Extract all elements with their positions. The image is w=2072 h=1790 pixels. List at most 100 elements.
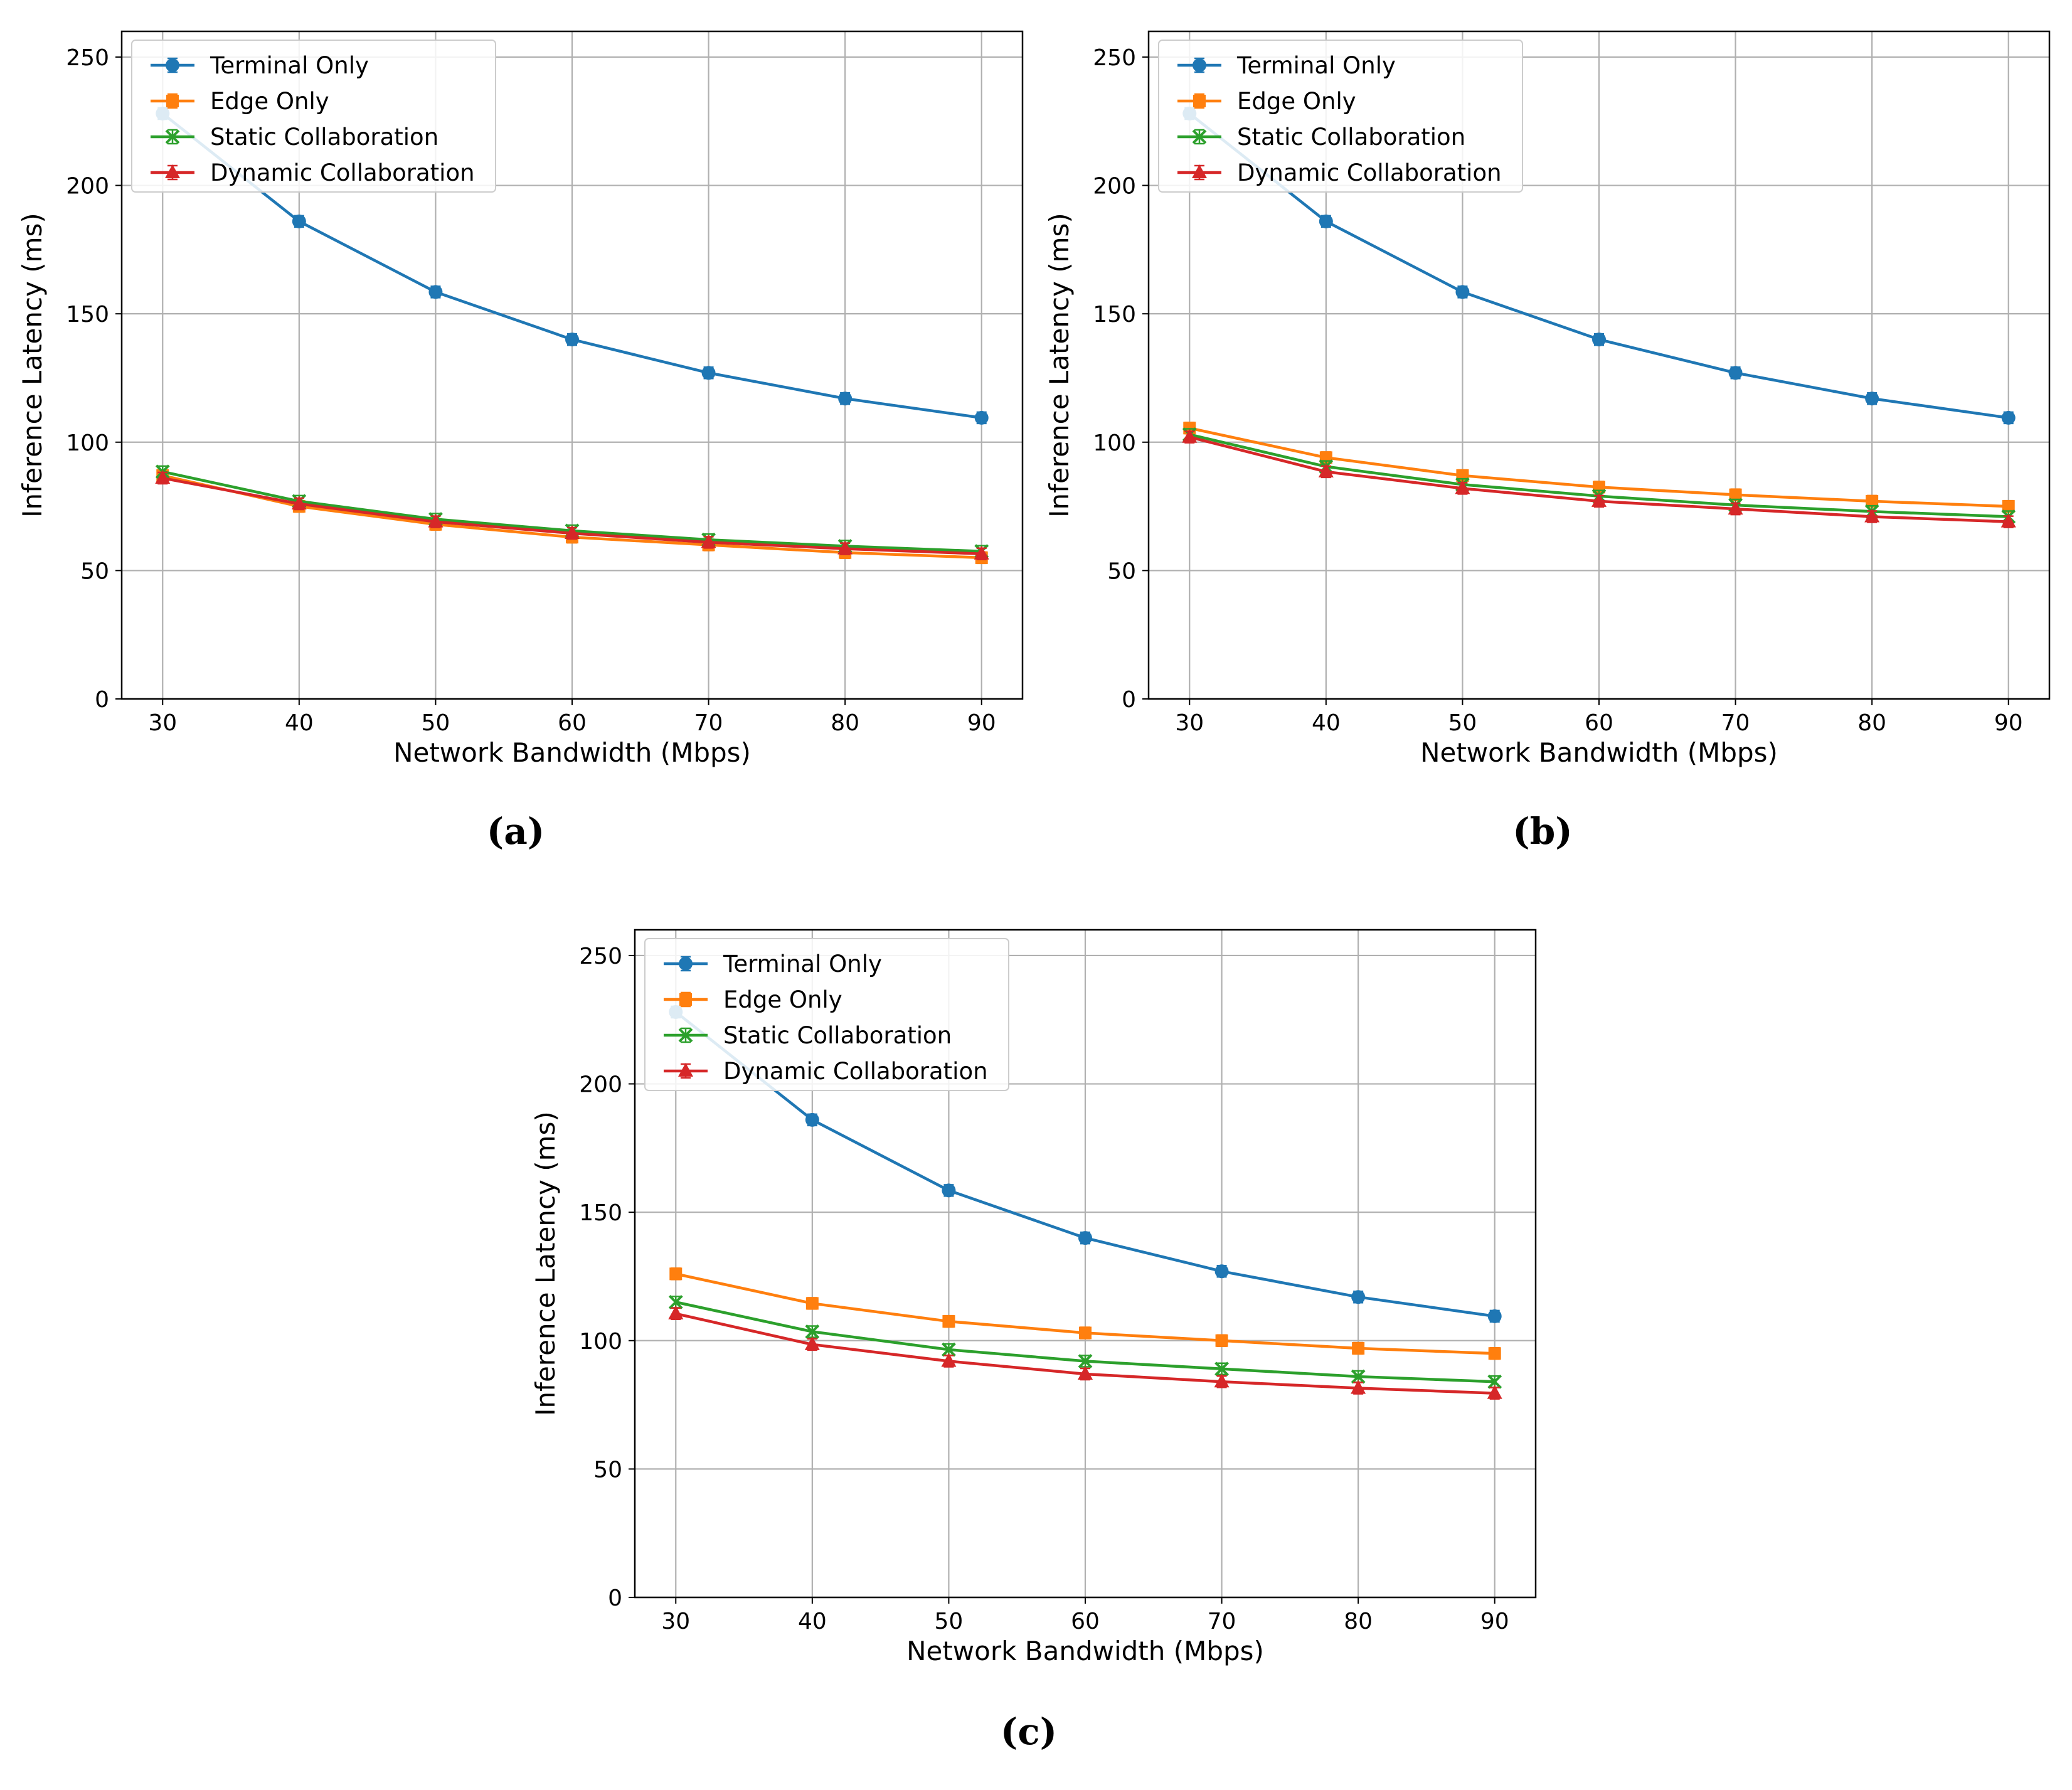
x-tick-label: 30: [661, 1609, 690, 1634]
data-point: [1488, 1347, 1501, 1360]
data-point: [941, 1353, 957, 1367]
x-tick-label: 40: [285, 710, 314, 736]
legend-marker: [166, 58, 179, 72]
y-tick-label: 50: [80, 558, 109, 584]
legend-marker: [679, 993, 692, 1006]
data-point: [1351, 1380, 1366, 1394]
x-tick-label: 90: [967, 710, 996, 736]
data-point: [701, 534, 716, 548]
legend-label: Dynamic Collaboration: [1237, 159, 1502, 186]
y-axis-label: Inference Latency (ms): [1044, 213, 1075, 518]
legend-marker: [679, 957, 693, 971]
x-tick-label: 40: [798, 1609, 827, 1634]
data-point: [2001, 410, 2016, 425]
data-point: [669, 1267, 683, 1281]
legend-label: Terminal Only: [723, 951, 882, 978]
x-axis-label: Network Bandwidth (Mbps): [906, 1636, 1264, 1666]
legend-entry: Static Collaboration: [151, 124, 438, 151]
legend: Terminal Only Edge Only Static Collaborati…: [644, 938, 1009, 1091]
data-point: [804, 1336, 820, 1350]
series-dynamic-collaboration: [155, 470, 989, 561]
y-tick-label: 150: [579, 1200, 622, 1226]
y-axis-label: Inference Latency (ms): [530, 1111, 561, 1416]
legend-marker: [1192, 164, 1207, 178]
y-tick-label: 150: [1093, 302, 1136, 328]
data-point: [1455, 480, 1470, 494]
chart-panel-2: 30 40 50 60 70 80 90 0 50 100 150 200 250 Network Ban…: [1044, 30, 2051, 853]
y-tick-label: 100: [66, 430, 109, 456]
legend-box: [131, 40, 496, 193]
y-tick-label: 50: [1107, 558, 1136, 584]
data-point: [291, 495, 307, 509]
x-tick-label: 70: [694, 710, 723, 736]
data-point: [428, 513, 444, 528]
panel-caption: (a): [487, 810, 545, 853]
data-point: [1487, 1374, 1502, 1389]
data-point: [837, 540, 853, 555]
legend-entry: Edge Only: [664, 986, 842, 1013]
y-tick-label: 100: [579, 1329, 622, 1355]
legend-label: Edge Only: [210, 88, 329, 115]
y-tick-label: 0: [95, 687, 109, 713]
panel-caption: (b): [1512, 810, 1572, 853]
data-point: [155, 470, 171, 484]
data-point: [428, 285, 443, 299]
legend-entry: Terminal Only: [151, 52, 369, 79]
chart-panel-3: 30 40 50 60 70 80 90 0 50 100 150 200 250 Network Ban…: [530, 929, 1537, 1753]
data-point: [1864, 508, 1880, 523]
data-point: [1078, 1365, 1093, 1380]
data-point: [565, 525, 580, 540]
data-point: [1352, 1342, 1365, 1355]
y-tick-label: 100: [1093, 430, 1136, 456]
legend-label: Terminal Only: [210, 52, 369, 79]
x-tick-label: 30: [1175, 710, 1204, 736]
legend-label: Dynamic Collaboration: [723, 1058, 988, 1085]
data-point: [805, 1324, 820, 1339]
x-tick-label: 80: [1344, 1609, 1373, 1634]
y-tick-label: 200: [579, 1072, 622, 1098]
data-point: [701, 366, 716, 380]
data-point: [1729, 488, 1742, 501]
data-point: [942, 1183, 956, 1198]
legend-entry: Dynamic Collaboration: [151, 159, 475, 186]
data-point: [1351, 1369, 1366, 1384]
y-tick-label: 150: [66, 302, 109, 328]
legend-marker: [165, 164, 180, 178]
data-point: [565, 333, 579, 347]
axes-frame: [1147, 30, 2051, 700]
x-tick-label: 30: [148, 710, 177, 736]
data-point: [942, 1342, 956, 1357]
data-point: [1319, 214, 1333, 228]
data-point: [1318, 463, 1334, 477]
legend-label: Static Collaboration: [210, 124, 438, 151]
x-tick-label: 60: [1071, 1609, 1100, 1634]
legend-label: Edge Only: [723, 986, 842, 1013]
series-terminal-only: [1182, 106, 2016, 425]
legend-marker: [1193, 95, 1206, 107]
data-point: [1214, 1373, 1230, 1388]
data-point: [838, 392, 853, 406]
data-point: [1351, 1290, 1366, 1304]
axes-frame: [634, 929, 1537, 1599]
legend-entry: Static Collaboration: [664, 1022, 952, 1049]
data-point: [805, 1297, 819, 1310]
data-point: [1865, 392, 1879, 406]
y-tick-label: 250: [579, 944, 622, 969]
legend-box: [644, 938, 1009, 1091]
data-point: [292, 214, 306, 228]
axes-frame: [120, 30, 1024, 700]
legend-label: Edge Only: [1237, 88, 1356, 115]
data-point: [2000, 513, 2016, 528]
series-static-collaboration: [668, 1294, 1502, 1389]
series-dynamic-collaboration: [668, 1305, 1502, 1400]
legend: Terminal Only Edge Only Static Collaborati…: [1158, 40, 1523, 193]
y-tick-label: 200: [1093, 174, 1136, 200]
legend-label: Dynamic Collaboration: [210, 159, 475, 186]
legend-entry: Dynamic Collaboration: [664, 1058, 988, 1085]
data-point: [2002, 500, 2015, 513]
data-point: [1487, 1385, 1502, 1399]
legend-entry: Terminal Only: [664, 951, 882, 978]
legend-entry: Terminal Only: [1177, 52, 1396, 79]
y-tick-label: 0: [608, 1585, 622, 1611]
data-point: [1866, 494, 1879, 508]
